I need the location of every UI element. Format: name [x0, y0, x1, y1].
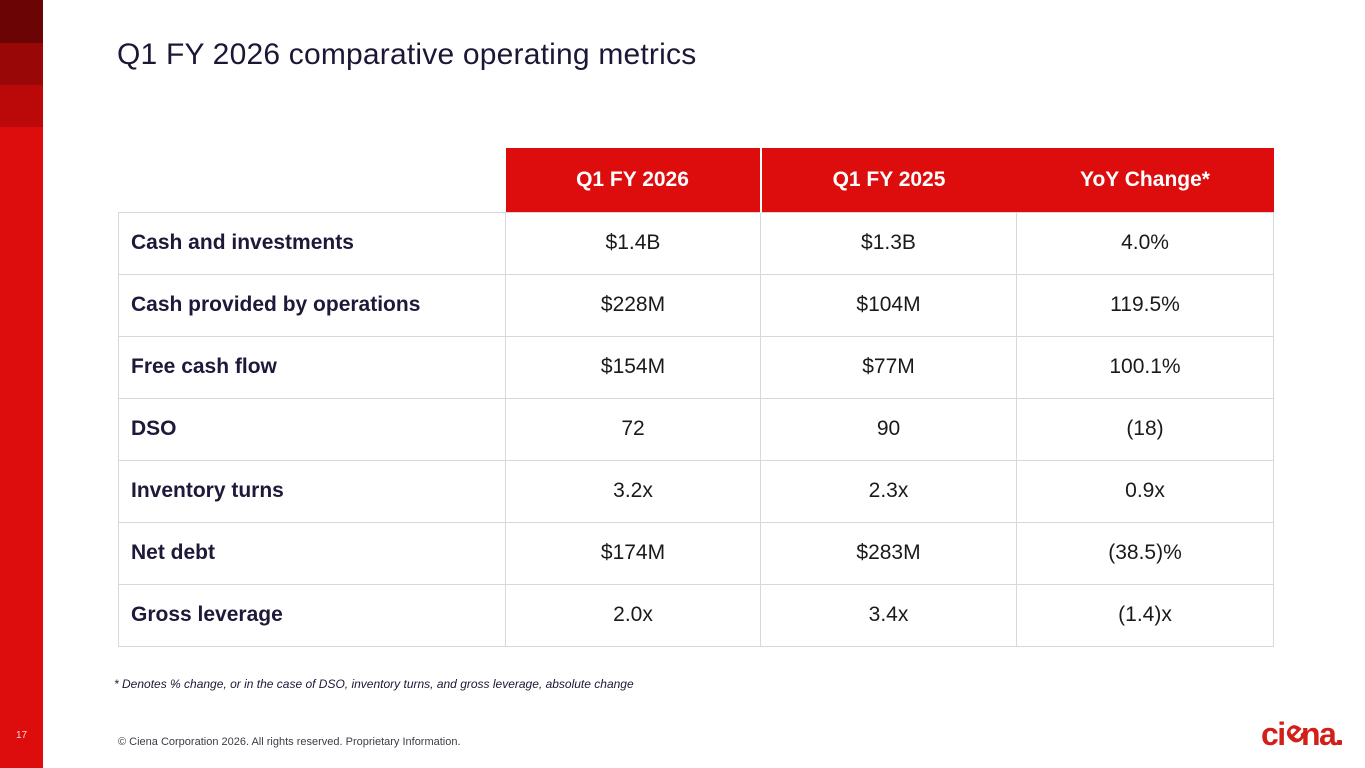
row-label: DSO [118, 397, 506, 461]
cell-fy2026: 72 [505, 397, 761, 461]
table-header-row: Q1 FY 2026 Q1 FY 2025 YoY Change* [118, 148, 1274, 212]
cell-yoy: 0.9x [1016, 459, 1274, 523]
copyright-text: © Ciena Corporation 2026. All rights res… [118, 736, 461, 748]
cell-yoy: 100.1% [1016, 335, 1274, 399]
accent-strip: 17 [0, 0, 43, 768]
cell-fy2025: $104M [760, 273, 1017, 337]
table-row: Gross leverage 2.0x 3.4x (1.4)x [118, 583, 1274, 647]
header-yoy-change: YoY Change* [1016, 148, 1274, 212]
cell-fy2025: $283M [760, 521, 1017, 585]
cell-fy2026: 3.2x [505, 459, 761, 523]
cell-yoy: (18) [1016, 397, 1274, 461]
cell-fy2025: 3.4x [760, 583, 1017, 647]
cell-fy2025: 90 [760, 397, 1017, 461]
page-number: 17 [15, 730, 28, 741]
slide-title: Q1 FY 2026 comparative operating metrics [117, 38, 697, 71]
accent-strip-segment-medium [0, 43, 43, 85]
ciena-logo: ciena [1261, 714, 1343, 752]
row-label: Cash provided by operations [118, 273, 506, 337]
cell-yoy: 119.5% [1016, 273, 1274, 337]
table-row: Cash provided by operations $228M $104M … [118, 273, 1274, 337]
accent-strip-segment-dark [0, 0, 43, 43]
footnote: * Denotes % change, or in the case of DS… [114, 677, 634, 691]
table-row: Net debt $174M $283M (38.5)% [118, 521, 1274, 585]
table-row: Free cash flow $154M $77M 100.1% [118, 335, 1274, 399]
row-label: Free cash flow [118, 335, 506, 399]
row-label: Inventory turns [118, 459, 506, 523]
row-label: Cash and investments [118, 211, 506, 275]
header-q1-fy2026: Q1 FY 2026 [505, 148, 762, 212]
header-q1-fy2025: Q1 FY 2025 [760, 148, 1017, 212]
cell-fy2025: 2.3x [760, 459, 1017, 523]
logo-text-ci: ci [1261, 716, 1286, 752]
logo-text-na: na [1300, 716, 1337, 752]
table-row: DSO 72 90 (18) [118, 397, 1274, 461]
cell-fy2026: 2.0x [505, 583, 761, 647]
cell-fy2025: $1.3B [760, 211, 1017, 275]
cell-fy2026: $228M [505, 273, 761, 337]
cell-fy2026: $154M [505, 335, 761, 399]
cell-fy2026: $174M [505, 521, 761, 585]
accent-strip-segment-light [0, 85, 43, 127]
table-row: Cash and investments $1.4B $1.3B 4.0% [118, 211, 1274, 275]
cell-fy2025: $77M [760, 335, 1017, 399]
cell-yoy: 4.0% [1016, 211, 1274, 275]
logo-trademark-dot [1337, 740, 1343, 745]
metrics-table: Q1 FY 2026 Q1 FY 2025 YoY Change* Cash a… [118, 148, 1274, 647]
row-label: Net debt [118, 521, 506, 585]
cell-fy2026: $1.4B [505, 211, 761, 275]
header-spacer-cell [118, 148, 506, 212]
cell-yoy: (1.4)x [1016, 583, 1274, 647]
cell-yoy: (38.5)% [1016, 521, 1274, 585]
row-label: Gross leverage [118, 583, 506, 647]
table-row: Inventory turns 3.2x 2.3x 0.9x [118, 459, 1274, 523]
